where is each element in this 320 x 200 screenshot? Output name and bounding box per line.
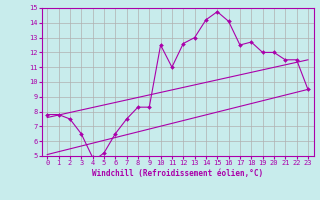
- X-axis label: Windchill (Refroidissement éolien,°C): Windchill (Refroidissement éolien,°C): [92, 169, 263, 178]
